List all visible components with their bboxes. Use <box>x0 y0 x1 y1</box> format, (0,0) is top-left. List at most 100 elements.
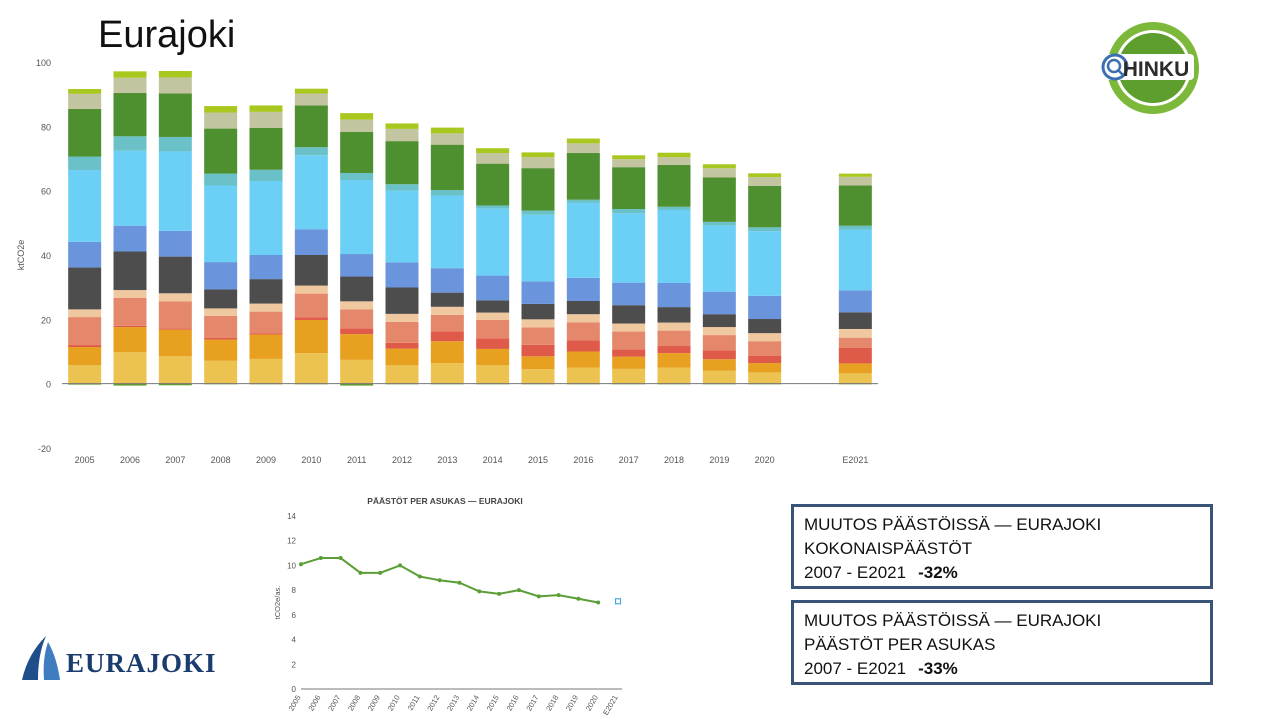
bar-segment <box>68 309 102 318</box>
y-tick-label: 2 <box>292 660 297 669</box>
x-tick-label: 2016 <box>505 694 521 713</box>
bar-segment <box>340 180 374 255</box>
bar-segment <box>566 322 600 341</box>
bar-segment <box>113 297 147 326</box>
y-axis-label: tCO2e/as. <box>273 586 282 620</box>
bar-segment <box>612 349 646 357</box>
x-tick-label: 2006 <box>306 694 322 713</box>
bar-segment <box>204 112 238 129</box>
bar-segment <box>385 128 419 142</box>
bar-segment <box>340 113 374 120</box>
bar-segment <box>838 225 872 230</box>
x-tick-label: 2018 <box>544 694 560 713</box>
bar-segment <box>68 93 102 109</box>
bar-segment <box>340 309 374 329</box>
bar-segment <box>521 319 555 328</box>
bar-segment <box>158 136 192 152</box>
bar-segment <box>702 221 736 226</box>
bar-segment <box>657 209 691 283</box>
bar-segment <box>340 172 374 181</box>
bar-segment <box>385 321 419 343</box>
y-tick-label: 20 <box>41 315 51 325</box>
box-heading: MUUTOS PÄÄSTÖISSÄ — EURAJOKI <box>804 611 1102 630</box>
bar-segment <box>838 373 872 384</box>
bar-segment <box>430 127 464 134</box>
bar-segment <box>476 208 510 276</box>
bar-segment <box>430 144 464 191</box>
bar-segment <box>385 123 419 129</box>
bar-segment <box>748 341 782 357</box>
bar-segment <box>566 143 600 154</box>
bar-segment <box>566 367 600 384</box>
bar-segment <box>385 365 419 384</box>
bar-segment <box>340 383 374 386</box>
bar-segment <box>476 348 510 366</box>
bar-segment <box>430 195 464 269</box>
bar-segment <box>702 177 736 222</box>
x-tick-label: 2019 <box>564 694 580 713</box>
per-capita-line-chart: PÄÄSTÖT PER ASUKAS — EURAJOKI 0 2 4 6 8 10 12 14… <box>273 496 622 717</box>
data-point <box>318 556 323 561</box>
bar-segment <box>385 342 419 349</box>
bar-segment <box>68 267 102 310</box>
bar-segment <box>566 153 600 200</box>
eurajoki-logo: EURAJOKI <box>20 634 216 687</box>
bar-segment <box>158 230 192 257</box>
bar-segment <box>158 93 192 137</box>
data-point <box>596 600 601 605</box>
bar-segment <box>748 231 782 296</box>
y-tick-label: 60 <box>41 187 51 197</box>
stacked-emissions-chart: -20 0 20 40 60 80 100 ktCO2e 2005 2006 2007 2008 200… <box>16 58 878 465</box>
x-tick-label: 2013 <box>445 694 461 713</box>
x-tick-label: 2014 <box>465 694 481 713</box>
bar-segment <box>204 360 238 384</box>
x-tick-label: 2013 <box>437 455 457 465</box>
bar-segment <box>430 292 464 307</box>
bar-segment <box>113 290 147 298</box>
bar-segment <box>521 210 555 215</box>
bar-segment <box>430 133 464 145</box>
bar-segment <box>68 241 102 268</box>
y-tick-label: 0 <box>46 380 51 390</box>
x-tick-label: 2015 <box>485 694 501 713</box>
bar-segment <box>566 300 600 315</box>
bar-segment <box>657 322 691 331</box>
bar-segment <box>340 359 374 384</box>
bar-segment <box>385 190 419 263</box>
bar-segment <box>68 156 102 171</box>
y-tick-label: 10 <box>287 561 296 570</box>
bar-segment <box>430 306 464 315</box>
bar-segment <box>838 312 872 329</box>
bar-segment <box>204 315 238 338</box>
y-tick-label: 6 <box>292 611 297 620</box>
bar-segment <box>612 282 646 306</box>
bar-segment <box>158 256 192 294</box>
bar-segment <box>249 105 283 112</box>
y-tick-label: 100 <box>36 58 51 68</box>
bar-segment <box>566 277 600 301</box>
x-tick-label: 2007 <box>326 694 342 713</box>
bar-segment <box>657 282 691 308</box>
bar-segment <box>249 333 283 335</box>
bar-segment <box>657 367 691 384</box>
box-change-percent: -32% <box>918 563 958 582</box>
bar-segment <box>657 307 691 323</box>
bar-segment <box>294 147 328 156</box>
bar-segment <box>566 202 600 278</box>
x-tick-label: 2019 <box>709 455 729 465</box>
total-emissions-change-box: MUUTOS PÄÄSTÖISSÄ — EURAJOKI KOKONAISPÄÄ… <box>791 504 1213 589</box>
bar-segment <box>385 287 419 314</box>
y-tick-label: 12 <box>287 537 296 546</box>
bar-segment <box>612 209 646 214</box>
bar-segment <box>657 346 691 354</box>
bar-segment <box>476 148 510 154</box>
bar-segment <box>249 358 283 384</box>
bar-segment <box>249 279 283 304</box>
bar-segment <box>521 327 555 345</box>
x-tick-label: 2020 <box>584 694 600 713</box>
y-tick-label: 0 <box>292 685 297 694</box>
x-tick-label: 2005 <box>75 455 95 465</box>
bar-segment <box>294 105 328 148</box>
series-line <box>300 557 599 604</box>
bar-segment <box>204 289 238 309</box>
